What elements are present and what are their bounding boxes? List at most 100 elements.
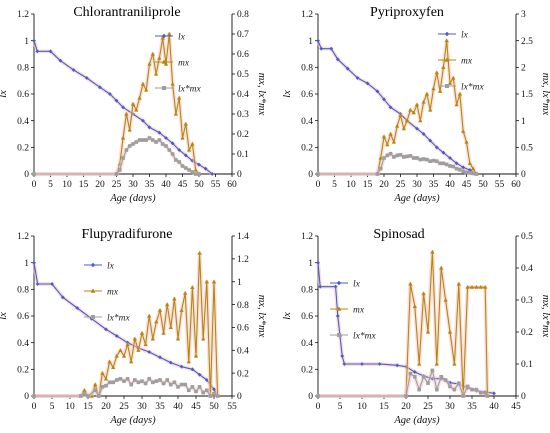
lx-point	[203, 166, 208, 171]
mx-point	[168, 325, 173, 330]
lxmx-point	[97, 394, 101, 398]
x-axis-label: Age (days)	[393, 193, 440, 204]
lxmx-point	[190, 170, 195, 174]
mx-point	[114, 353, 119, 358]
mx-point	[478, 285, 483, 289]
lxmx-point	[425, 157, 429, 162]
lxmx-point	[392, 155, 396, 159]
mx-point	[411, 110, 416, 115]
legend-marker-square	[337, 333, 341, 337]
chart-panel-3: 0 5 10 15 20 25 30 35 40 4500.20.40.60.811.200.10…	[282, 227, 550, 426]
y2-tick-label: 0.6	[237, 324, 249, 334]
lxmx-point	[418, 157, 423, 162]
mx-point	[447, 329, 453, 334]
legend-label: lx*mx	[461, 82, 484, 92]
mx-point	[183, 121, 188, 126]
legend-label: lx*mx	[107, 313, 130, 323]
lxmx-point	[197, 385, 202, 389]
x-tick-label: 20	[401, 402, 411, 412]
y2-tick-label: 0.4	[237, 90, 249, 100]
mx-point	[461, 129, 466, 133]
lxmx-point	[127, 144, 132, 148]
mx-point	[121, 135, 126, 140]
mx-point	[190, 141, 195, 146]
lxmx-point	[457, 381, 461, 385]
lx-point	[441, 150, 446, 155]
lx-point	[48, 49, 53, 54]
chart-panel-0: 0 5 10 15 20 25 30 35 40 45 50 55 6000.20.40.60.811.…	[0, 5, 267, 204]
lx-point	[177, 148, 182, 152]
x-tick-label: 10	[357, 402, 367, 412]
lxmx-point	[134, 140, 139, 144]
y2-tick-label: 0.8	[237, 301, 249, 311]
mx-point	[187, 147, 192, 152]
x-tick-label: 25	[423, 402, 433, 412]
y-tick-label: 0.6	[301, 90, 313, 100]
y-tick-label: 0	[24, 392, 29, 402]
mx-point	[186, 359, 191, 364]
lxmx-point	[32, 394, 36, 398]
lxmx-point	[131, 142, 135, 146]
lx-point	[147, 125, 152, 130]
lxmx-point	[143, 381, 148, 386]
lx-point	[212, 387, 216, 392]
mx-point	[439, 265, 444, 270]
mx-point	[391, 139, 396, 144]
mx-point	[134, 107, 139, 112]
series-lx	[32, 38, 215, 176]
mx-point	[465, 285, 470, 289]
mx-point	[118, 348, 123, 352]
lxmx-point	[411, 156, 416, 160]
mx-point	[467, 161, 472, 165]
y2-tick-label: 1.5	[521, 90, 533, 100]
x-tick-label: 20	[101, 402, 111, 412]
lxmx-point	[183, 382, 187, 387]
y2-tick-label: 0.5	[521, 232, 533, 242]
lxmx-point	[82, 391, 87, 396]
x-tick-label: 30	[412, 180, 422, 190]
y2-tick-label: 0.2	[237, 130, 249, 140]
lxmx-point	[430, 368, 435, 373]
lxmx-point	[107, 380, 112, 385]
lx-point	[179, 364, 184, 369]
lxmx-point	[404, 394, 408, 398]
y2-tick-label: 0.3	[237, 110, 249, 120]
y-tick-label: 0.6	[301, 312, 313, 322]
mx-point	[456, 281, 461, 286]
lxmx-point	[154, 379, 159, 383]
mx-point	[434, 361, 439, 366]
legend-label: mx	[461, 56, 473, 66]
lxmx-point	[157, 138, 162, 142]
lxmx-point	[461, 169, 465, 174]
mx-point	[147, 61, 152, 66]
mx-point	[172, 296, 177, 301]
mx-point	[147, 313, 152, 318]
lx-point	[421, 132, 426, 136]
y2-tick-label: 0.6	[237, 50, 249, 60]
mx-point	[132, 336, 137, 341]
lxmx-point	[136, 380, 141, 385]
series-lxmx-glow	[34, 376, 219, 398]
x-tick-label: 30	[128, 180, 138, 190]
lxmx-point	[474, 172, 479, 176]
mx-point	[150, 51, 155, 56]
legend: lx mx lx*mx	[155, 32, 201, 94]
lx-point	[35, 282, 40, 286]
lxmx-point	[388, 151, 393, 156]
mx-point	[471, 166, 476, 171]
lx-point	[382, 97, 386, 102]
lxmx-point	[413, 375, 417, 379]
lxmx-point	[197, 172, 201, 176]
mx-point	[111, 365, 116, 370]
lxmx-point	[147, 136, 152, 140]
lxmx-point	[461, 394, 465, 398]
x-tick-label: 20	[379, 180, 389, 190]
mx-point	[93, 382, 98, 387]
lx-point	[164, 136, 168, 140]
series-mx	[31, 250, 220, 398]
lxmx-point	[184, 166, 188, 170]
x-tick-label: 45	[462, 180, 472, 190]
mx-point	[421, 291, 426, 296]
x-tick-label: 25	[396, 180, 406, 190]
